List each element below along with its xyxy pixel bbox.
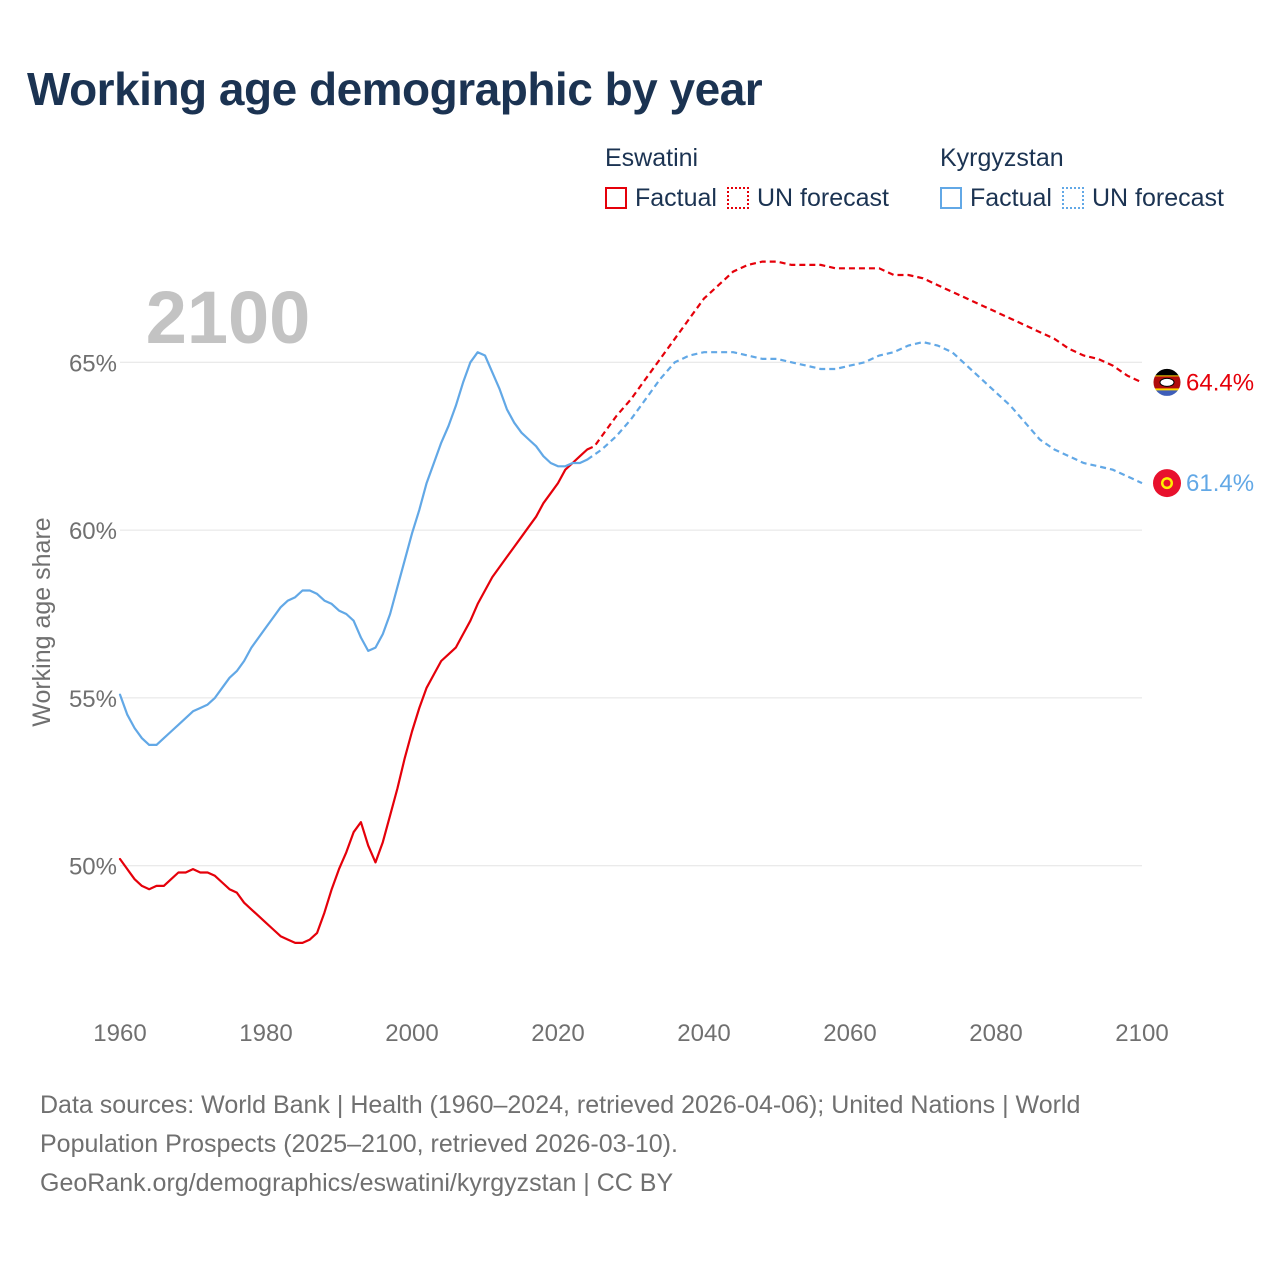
- y-tick-label: 60%: [69, 518, 117, 545]
- legend-group-name: Eswatini: [605, 144, 699, 172]
- legend-swatch-solid: [605, 187, 627, 209]
- legend-kyrgyzstan-factual[interactable]: Factual: [940, 184, 1052, 213]
- eswatini-flag-icon: [1152, 367, 1182, 397]
- gridlines: [120, 361, 1142, 867]
- legend-label: Factual: [635, 183, 717, 212]
- kyrgyzstan-flag-icon: [1153, 469, 1181, 498]
- x-tick-label: 2080: [969, 1020, 1022, 1047]
- x-tick-label: 1980: [239, 1020, 292, 1047]
- eswatini-forecast-line[interactable]: [586, 260, 1143, 451]
- legend-swatch-solid: [940, 187, 962, 209]
- series-lines: [118, 260, 1143, 944]
- legend-group-name: Kyrgyzstan: [940, 144, 1064, 172]
- data-source: Data sources: World Bank | Health (1960–…: [40, 1086, 1240, 1203]
- legend-label: UN forecast: [756, 183, 889, 212]
- legend-eswatini: Eswatini Factual UN forecast: [605, 140, 899, 220]
- legend-eswatini-forecast[interactable]: UN forecast: [726, 183, 889, 213]
- legend-kyrgyzstan: Kyrgyzstan Factual UN forecast: [940, 140, 1234, 220]
- y-tick-label: 55%: [69, 686, 117, 713]
- legend-kyrgyzstan-forecast[interactable]: UN forecast: [1061, 183, 1224, 213]
- legend-eswatini-factual[interactable]: Factual: [605, 184, 717, 213]
- kyrgyzstan-end-value: 61.4%: [1186, 470, 1254, 497]
- y-tick-label: 50%: [69, 854, 117, 881]
- kyrgyzstan-forecast-line[interactable]: [586, 340, 1143, 485]
- y-axis-label: Working age share: [28, 517, 56, 726]
- x-tick-label: 2000: [385, 1020, 438, 1047]
- y-tick-label: 65%: [69, 350, 117, 377]
- line-chart: 2100 50% 55% 60% 65% 1960 1980 2000 2020 2040 20…: [28, 260, 1254, 1047]
- x-tick-label: 2100: [1115, 1020, 1168, 1047]
- x-axis-ticks: 1960 1980 2000 2020 2040 2060 2080 2100: [93, 1020, 1168, 1047]
- year-label: 2100: [146, 276, 311, 359]
- legend-label: UN forecast: [1091, 183, 1224, 212]
- chart-title: Working age demographic by year: [27, 63, 763, 115]
- eswatini-factual-line[interactable]: [118, 448, 589, 944]
- x-tick-label: 2040: [677, 1020, 730, 1047]
- kyrgyzstan-factual-line[interactable]: [118, 351, 589, 746]
- legend-swatch-dotted: [1061, 187, 1084, 209]
- eswatini-end-value: 64.4%: [1186, 369, 1254, 396]
- source-link[interactable]: GeoRank.org/demographics/eswatini/kyrgyz…: [40, 1169, 674, 1197]
- source-line-2: Population Prospects (2025–2100, retriev…: [40, 1130, 678, 1158]
- legend-swatch-dotted: [726, 187, 749, 209]
- end-markers: 64.4% 61.4%: [1152, 367, 1254, 498]
- x-tick-label: 2060: [823, 1020, 876, 1047]
- y-axis-ticks: 50% 55% 60% 65%: [69, 350, 117, 880]
- source-line-1: Data sources: World Bank | Health (1960–…: [40, 1091, 1081, 1119]
- legend-label: Factual: [970, 183, 1052, 212]
- x-tick-label: 1960: [93, 1020, 146, 1047]
- x-tick-label: 2020: [531, 1020, 584, 1047]
